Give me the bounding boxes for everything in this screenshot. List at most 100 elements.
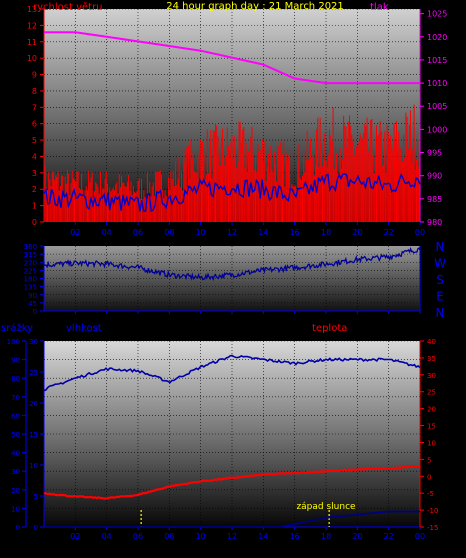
left-tick-label: 0 xyxy=(32,218,37,227)
left-tick-label: 2 xyxy=(32,185,37,194)
x-tick-label: 10 xyxy=(196,228,206,237)
rain-tick-label: 20 xyxy=(11,487,20,495)
rain-tick-label: 40 xyxy=(11,450,20,458)
temperature-tick-label: 10 xyxy=(427,439,436,447)
compass-letter: W xyxy=(434,257,446,271)
panel1-right-axis: 980 985 990 995 1000 1005 1010 1015 1020 1025 xyxy=(420,9,447,227)
x-tick-label: 16 xyxy=(290,532,300,541)
panel3-rain-label: srážky xyxy=(1,322,33,334)
humidity-tick-label: 20 xyxy=(29,400,38,408)
panel3-rain-axis: 0 10 20 30 40 50 60 70 80 90 100 xyxy=(7,338,26,532)
temperature-tick-label: 0 xyxy=(427,473,431,481)
panel3-x-axis: 02 04 06 08 10 12 14 16 18 20 22 00 xyxy=(44,527,425,541)
x-tick-label: 12 xyxy=(227,532,237,541)
panel3-humidity-axis: 0 5 10 15 20 25 30 xyxy=(29,338,44,532)
humidity-tick-label: 0 xyxy=(34,524,38,532)
right-tick-label: 980 xyxy=(427,218,442,227)
direction-tick-label: 90 xyxy=(28,292,37,300)
x-tick-label: 06 xyxy=(133,228,143,237)
rain-tick-label: 0 xyxy=(16,524,20,532)
compass-letter: E xyxy=(436,290,444,304)
x-tick-label: 00 xyxy=(415,228,425,237)
rain-tick-label: 60 xyxy=(11,412,20,420)
x-tick-label: 10 xyxy=(196,532,206,541)
x-tick-label: 08 xyxy=(164,532,174,541)
compass-letter: N xyxy=(436,240,445,254)
temperature-tick-label: 20 xyxy=(427,406,436,414)
direction-tick-label: 270 xyxy=(24,259,37,267)
humidity-tick-label: 10 xyxy=(29,462,38,470)
panel1-left-label: rychlost větru xyxy=(33,1,103,13)
direction-tick-label: 45 xyxy=(28,300,37,308)
direction-tick-label: 315 xyxy=(24,251,37,259)
rain-tick-label: 100 xyxy=(7,338,20,346)
x-tick-label: 02 xyxy=(70,228,80,237)
panel1-title: 24 hour graph day : 21 March 2021 xyxy=(166,1,344,12)
left-tick-label: 9 xyxy=(32,71,37,80)
x-tick-label: 14 xyxy=(258,532,268,541)
right-tick-label: 1010 xyxy=(427,79,447,88)
rain-tick-label: 30 xyxy=(11,468,20,476)
x-tick-label: 04 xyxy=(102,532,112,541)
x-tick-label: 18 xyxy=(321,532,331,541)
temperature-tick-label: -10 xyxy=(427,507,438,515)
temperature-tick-label: -15 xyxy=(427,524,438,532)
direction-tick-label: 135 xyxy=(24,284,37,292)
humidity-tick-label: 5 xyxy=(34,493,38,501)
temperature-tick-label: 40 xyxy=(427,338,436,346)
x-tick-label: 14 xyxy=(258,228,268,237)
panel3-temperature-label: teplota xyxy=(312,323,347,334)
direction-tick-label: 360 xyxy=(24,243,37,251)
humidity-tick-label: 30 xyxy=(29,338,38,346)
x-tick-label: 22 xyxy=(384,532,394,541)
x-tick-label: 02 xyxy=(70,532,80,541)
compass-letter: N xyxy=(436,306,445,320)
left-tick-label: 3 xyxy=(32,169,37,178)
temperature-tick-label: -5 xyxy=(427,490,434,498)
x-tick-label: 04 xyxy=(102,228,112,237)
left-tick-label: 7 xyxy=(32,103,37,112)
compass-letter: S xyxy=(436,273,444,287)
x-tick-label: 00 xyxy=(415,532,425,541)
direction-tick-label: 180 xyxy=(24,276,37,284)
right-tick-label: 1005 xyxy=(427,102,447,111)
x-tick-label: 20 xyxy=(352,228,362,237)
temperature-tick-label: 5 xyxy=(427,456,431,464)
left-tick-label: 5 xyxy=(32,136,37,145)
panel1-right-label: tlak xyxy=(370,2,389,13)
panel3-humidity-label: vlhkost xyxy=(66,323,102,334)
right-tick-label: 995 xyxy=(427,149,442,158)
x-tick-label: 06 xyxy=(133,532,143,541)
rain-tick-label: 80 xyxy=(11,375,20,383)
x-tick-label: 12 xyxy=(227,228,237,237)
rain-tick-label: 70 xyxy=(11,394,20,402)
humidity-tick-label: 15 xyxy=(29,431,38,439)
panel3-temperature-axis: -15-10-50510152025303540 xyxy=(420,338,438,532)
right-tick-label: 1000 xyxy=(427,125,447,134)
right-tick-label: 990 xyxy=(427,172,442,181)
temperature-tick-label: 30 xyxy=(427,372,436,380)
panel1-x-axis: 02 04 06 08 10 12 14 16 18 20 22 00 xyxy=(70,222,425,237)
direction-tick-label: 0 xyxy=(33,308,37,316)
left-tick-label: 6 xyxy=(32,120,37,129)
temperature-tick-label: 35 xyxy=(427,355,436,363)
left-tick-label: 1 xyxy=(32,202,37,211)
x-tick-label: 20 xyxy=(352,532,362,541)
left-tick-label: 4 xyxy=(32,152,37,161)
x-tick-label: 18 xyxy=(321,228,331,237)
left-tick-label: 12 xyxy=(27,21,37,30)
x-tick-label: 08 xyxy=(164,228,174,237)
humidity-tick-label: 25 xyxy=(29,369,38,377)
right-tick-label: 1025 xyxy=(427,10,447,19)
rain-tick-label: 50 xyxy=(11,431,20,439)
rain-tick-label: 90 xyxy=(11,357,20,365)
right-tick-label: 985 xyxy=(427,195,442,204)
